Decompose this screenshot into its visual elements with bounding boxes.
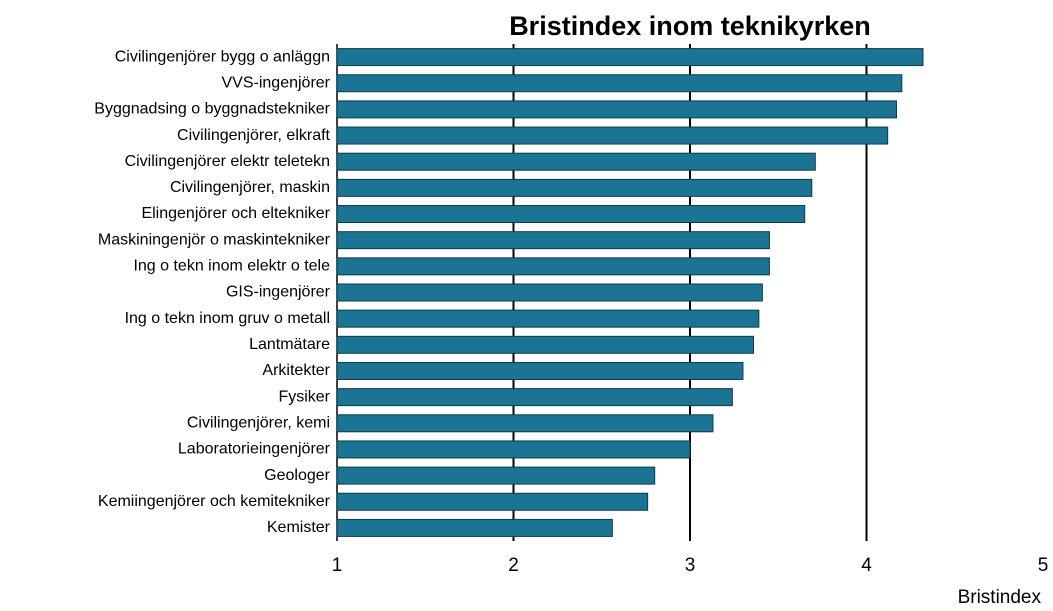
x-axis-label: Bristindex [958, 587, 1042, 608]
bar [336, 361, 744, 380]
y-tick-label: Byggnadsing o byggnadstekniker [94, 101, 330, 118]
y-tick-label: Civilingenjörer, maskin [170, 179, 330, 196]
y-tick-label: Civilingenjörer, elkraft [177, 127, 331, 144]
y-tick-label: Civilingenjörer elektr teletekn [125, 153, 330, 170]
y-tick-label: GIS-ingenjörer [226, 284, 331, 301]
y-tick-label: Laboratorieingenjörer [178, 441, 331, 458]
bar [336, 100, 898, 119]
bar [336, 309, 760, 328]
bar [336, 48, 924, 67]
y-tick-label: Arkitekter [262, 362, 330, 379]
bar [336, 152, 816, 171]
bar [336, 414, 714, 433]
y-tick-label: Kemister [267, 519, 331, 536]
bar [336, 440, 691, 459]
bar [336, 388, 733, 407]
x-tick-label: 3 [685, 555, 696, 576]
y-tick-label: Ing o tekn inom gruv o metall [125, 310, 330, 327]
bar [336, 231, 770, 250]
chart-title: Bristindex inom teknikyrken [509, 11, 871, 41]
x-tick-label: 2 [508, 555, 519, 576]
y-tick-label: Fysiker [278, 388, 330, 405]
y-tick-label: Kemiingenjörer och kemitekniker [98, 493, 331, 510]
y-tick-label: Civilingenjörer, kemi [187, 415, 330, 432]
x-tick-label: 4 [861, 555, 872, 576]
bar [336, 518, 613, 537]
bar [336, 466, 656, 485]
y-tick-label: Elingenjörer och eltekniker [141, 205, 330, 222]
bar [336, 205, 806, 224]
bar [336, 492, 649, 511]
y-tick-label: Geologer [264, 467, 330, 484]
bar [336, 283, 763, 302]
bar [336, 257, 770, 276]
y-tick-label: Civilingenjörer bygg o anläggn [115, 48, 330, 65]
y-tick-label: Lantmätare [249, 336, 330, 353]
x-tick-label: 1 [332, 555, 343, 576]
x-tick-label: 5 [1038, 555, 1049, 576]
y-tick-label: VVS-ingenjörer [222, 74, 331, 91]
bar [336, 126, 889, 145]
y-tick-label: Ing o tekn inom elektr o tele [133, 258, 330, 275]
bar [336, 335, 755, 354]
y-tick-label: Maskiningenjör o maskintekniker [98, 231, 331, 248]
bar [336, 178, 813, 197]
bar [336, 74, 903, 93]
